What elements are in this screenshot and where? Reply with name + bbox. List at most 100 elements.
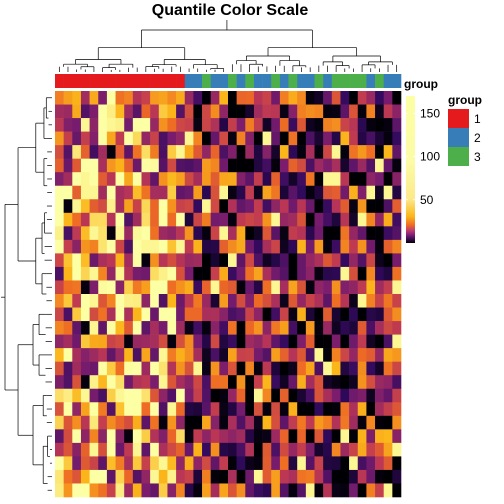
heatmap-cell bbox=[72, 469, 82, 484]
heatmap-cell bbox=[253, 280, 263, 295]
heatmap-cell bbox=[305, 104, 315, 119]
heatmap-cell bbox=[72, 280, 82, 295]
heatmap-cell bbox=[340, 307, 350, 322]
heatmap-cell bbox=[158, 104, 168, 119]
heatmap-cell bbox=[132, 294, 142, 308]
heatmap-cell bbox=[323, 456, 333, 471]
heatmap-cell bbox=[202, 361, 211, 376]
heatmap-cell bbox=[297, 212, 307, 227]
heatmap-cell bbox=[253, 131, 263, 146]
heatmap-cell bbox=[323, 415, 333, 430]
heatmap-cell bbox=[176, 199, 186, 214]
heatmap-cell bbox=[55, 212, 64, 227]
heatmap-cell bbox=[115, 239, 125, 254]
heatmap-cell bbox=[124, 199, 134, 214]
heatmap-cell bbox=[314, 226, 324, 241]
heatmap-cell bbox=[253, 402, 263, 417]
heatmap-cell bbox=[349, 388, 359, 403]
heatmap-cell bbox=[262, 280, 272, 295]
heatmap-cell bbox=[245, 375, 255, 390]
heatmap-cell bbox=[124, 294, 134, 308]
heatmap-cell bbox=[305, 212, 315, 227]
heatmap-cell bbox=[63, 226, 73, 241]
heatmap-cell bbox=[150, 131, 160, 146]
heatmap-cell bbox=[305, 307, 315, 322]
heatmap-cell bbox=[392, 239, 402, 254]
heatmap-cell bbox=[357, 402, 367, 417]
heatmap-cell bbox=[323, 145, 333, 159]
heatmap-cell bbox=[80, 185, 90, 200]
heatmap-cell bbox=[314, 402, 324, 417]
heatmap-cell bbox=[141, 145, 151, 159]
heatmap-cell bbox=[150, 294, 160, 308]
heatmap-cell bbox=[331, 442, 341, 457]
heatmap-cell bbox=[323, 294, 333, 308]
heatmap-cell bbox=[167, 185, 177, 200]
heatmap-cell bbox=[271, 266, 281, 281]
heatmap-cell bbox=[279, 145, 289, 159]
heatmap-cell bbox=[193, 131, 203, 146]
heatmap-cell bbox=[357, 307, 367, 322]
annotation-cell bbox=[349, 74, 359, 88]
heatmap-cell bbox=[228, 402, 237, 417]
heatmap-cell bbox=[193, 118, 203, 132]
heatmap-cell bbox=[150, 429, 160, 444]
heatmap-cell bbox=[375, 280, 384, 295]
heatmap-cell bbox=[245, 456, 255, 471]
heatmap-cell bbox=[366, 212, 376, 227]
heatmap-cell bbox=[150, 212, 160, 227]
heatmap-cell bbox=[288, 91, 298, 105]
heatmap-cell bbox=[89, 266, 99, 281]
heatmap-cell bbox=[366, 442, 376, 457]
heatmap-cell bbox=[279, 348, 289, 362]
heatmap-cell bbox=[305, 294, 315, 308]
heatmap-cell bbox=[228, 388, 237, 403]
heatmap-cell bbox=[89, 402, 99, 417]
heatmap-cell bbox=[357, 375, 367, 390]
heatmap-cell bbox=[124, 266, 134, 281]
heatmap-cell bbox=[202, 375, 211, 390]
heatmap-cell bbox=[279, 375, 289, 390]
heatmap-cell bbox=[193, 239, 203, 254]
heatmap-cell bbox=[279, 429, 289, 444]
heatmap-cell bbox=[158, 266, 168, 281]
heatmap-cell bbox=[184, 307, 194, 322]
heatmap-cell bbox=[72, 185, 82, 200]
heatmap-cell bbox=[106, 375, 116, 390]
heatmap-cell bbox=[176, 348, 186, 362]
heatmap-cell bbox=[288, 321, 298, 335]
heatmap-cell bbox=[357, 131, 367, 146]
heatmap-cell bbox=[167, 253, 177, 268]
heatmap-cell bbox=[228, 321, 237, 335]
heatmap-cell bbox=[366, 307, 376, 322]
heatmap-cell bbox=[80, 131, 90, 146]
heatmap-cell bbox=[176, 334, 186, 349]
heatmap-cell bbox=[375, 172, 384, 187]
heatmap-cell bbox=[236, 388, 246, 403]
heatmap-cell bbox=[193, 172, 203, 187]
heatmap-cell bbox=[392, 429, 402, 444]
heatmap-cell bbox=[106, 172, 116, 187]
annotation-cell bbox=[210, 74, 220, 88]
heatmap-cell bbox=[357, 456, 367, 471]
heatmap-cell bbox=[314, 361, 324, 376]
heatmap-cell bbox=[55, 294, 64, 308]
heatmap-cell bbox=[340, 348, 350, 362]
heatmap-cell bbox=[141, 415, 151, 430]
heatmap-cell bbox=[124, 402, 134, 417]
heatmap-cell bbox=[115, 307, 125, 322]
heatmap-cell bbox=[262, 415, 272, 430]
annotation-cell bbox=[288, 74, 298, 88]
heatmap-cell bbox=[167, 172, 177, 187]
heatmap-cell bbox=[366, 280, 376, 295]
heatmap-cell bbox=[115, 104, 125, 119]
heatmap-cell bbox=[193, 104, 203, 119]
heatmap-cell bbox=[262, 253, 272, 268]
heatmap-cell bbox=[271, 145, 281, 159]
annotation-bar-label: group bbox=[404, 77, 438, 91]
annotation-cell bbox=[132, 74, 142, 88]
heatmap-cell bbox=[141, 104, 151, 119]
heatmap-cell bbox=[375, 334, 384, 349]
heatmap-cell bbox=[383, 456, 393, 471]
